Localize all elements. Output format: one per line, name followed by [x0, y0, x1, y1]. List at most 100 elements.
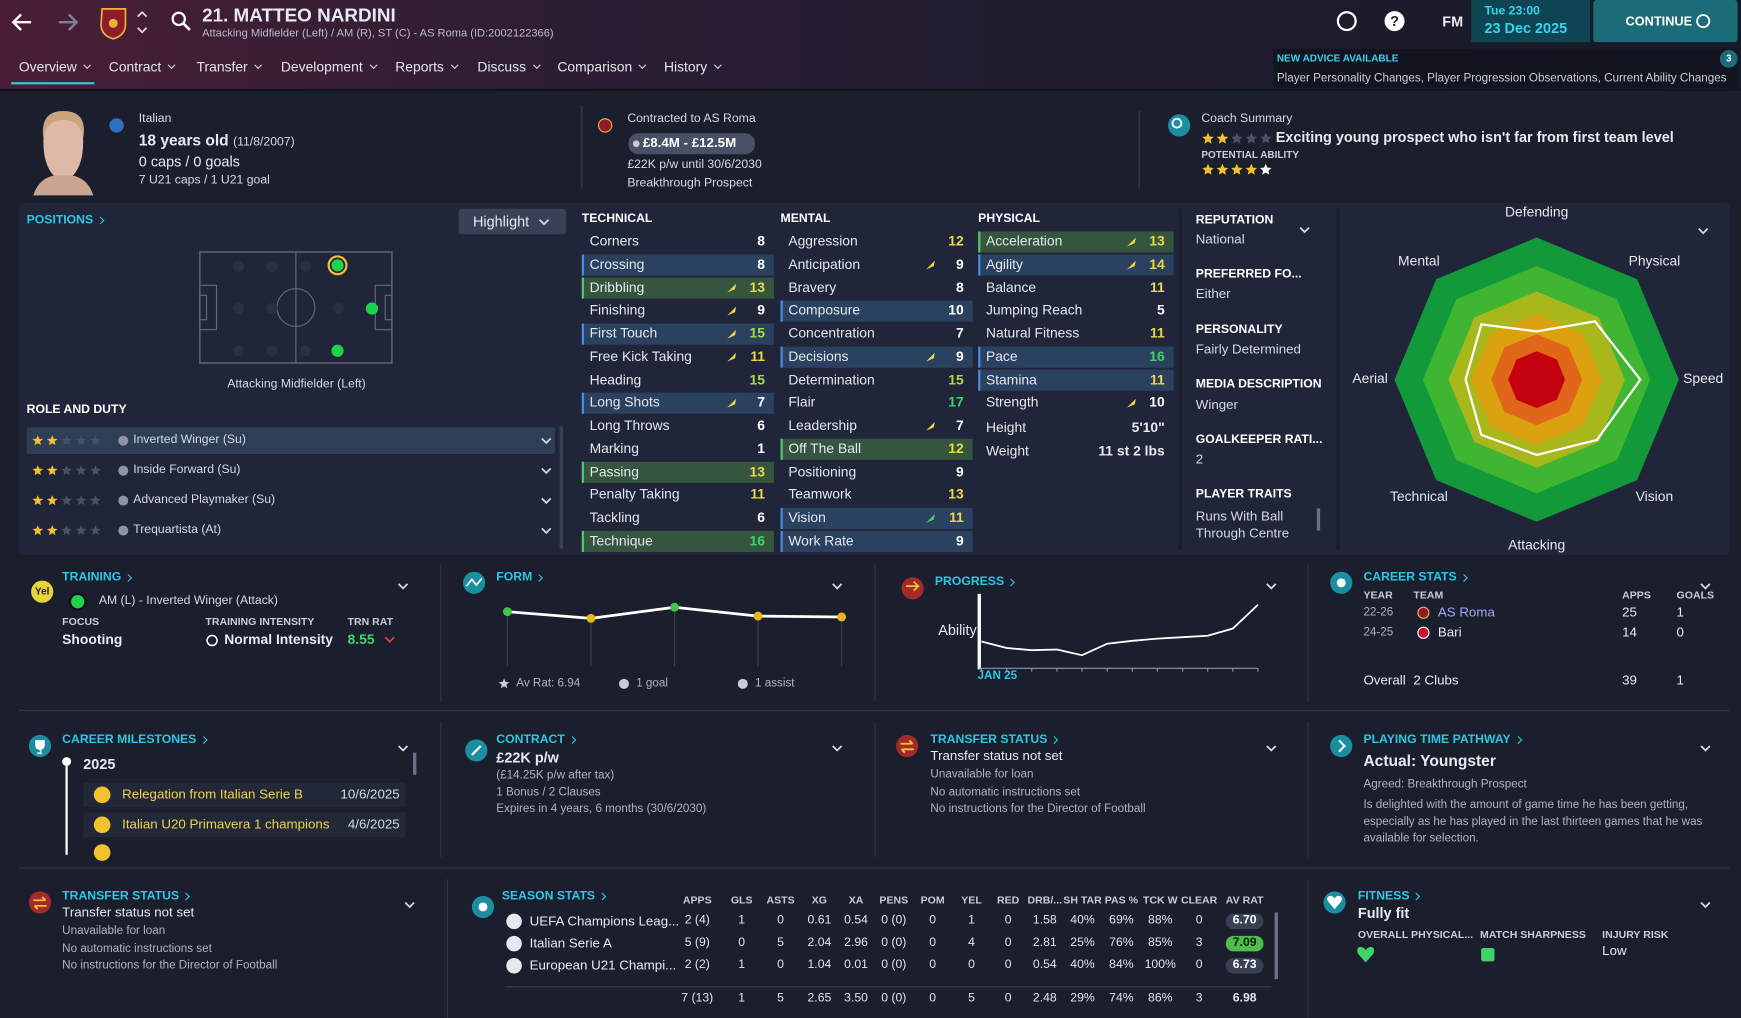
continue-label[interactable]: CONTINUE [1625, 15, 1693, 29]
progress-arrow [925, 352, 935, 362]
chevron-down [167, 61, 176, 70]
season-total-cell: 5 [777, 991, 784, 1005]
milestone-text: Relegation from Italian Serie B [122, 786, 303, 803]
section-title[interactable]: SEASON STATS [502, 889, 607, 904]
career-goals: 1 [1676, 604, 1684, 620]
nav-tab[interactable]: Reports [395, 59, 459, 76]
header-border [0, 88, 1741, 92]
dropdown-chevron [1266, 583, 1277, 590]
attribute-highlight [978, 231, 1174, 253]
info-value: Either [1195, 285, 1231, 302]
section-title[interactable]: CAREER STATS [1363, 571, 1468, 586]
section-title[interactable]: CAREER MILESTONES [62, 733, 208, 748]
role[interactable]: Advanced Playmaker (Su) [133, 493, 276, 507]
average-rating: Av Rat: 6.94 [516, 676, 581, 690]
attribute-name: Finishing [589, 302, 646, 318]
progress-arrow [1126, 398, 1136, 408]
chevron-right [199, 736, 208, 745]
competition[interactable]: European U21 Champi... [529, 957, 677, 974]
radar-band [1508, 351, 1566, 409]
info-label: GOALKEEPER RATI... [1195, 433, 1323, 447]
nav-tab[interactable]: Comparison [557, 59, 647, 76]
nav-tab[interactable]: Transfer [197, 59, 263, 76]
age-row: 18 years old (11/8/2007) [139, 131, 295, 151]
milestone-text: Italian U20 Primavera 1 champions [122, 816, 330, 833]
star [46, 495, 58, 506]
chevron-down [450, 61, 459, 70]
attribute-value: 7 [956, 325, 964, 342]
nav-tab-text: Comparison [557, 59, 633, 75]
competition[interactable]: Italian Serie A [529, 935, 612, 951]
season-total-cell: 29% [1070, 991, 1095, 1005]
dropdown-chevron [1700, 583, 1711, 590]
section-title[interactable]: PROGRESS [935, 575, 1016, 590]
chevron-right [96, 216, 105, 225]
section-title[interactable]: CONTRACT [496, 733, 576, 748]
star [1231, 163, 1243, 175]
role[interactable]: Trequartista (At) [133, 522, 222, 537]
radar-label: Attacking [1508, 537, 1566, 554]
role[interactable]: Inside Forward (Su) [133, 463, 241, 477]
attribute-value: 5 [1156, 302, 1165, 318]
season-total-cell: 2.48 [1032, 991, 1057, 1005]
nav-tab[interactable]: History [664, 59, 722, 76]
section-title[interactable]: TRANSFER STATUS [62, 889, 191, 904]
section-title[interactable]: FITNESS [1358, 889, 1421, 904]
role[interactable]: Inverted Winger (Su) [133, 433, 246, 447]
career-team[interactable]: AS Roma [1437, 604, 1495, 620]
pathway-icon [1330, 734, 1353, 758]
season-cell: 4 [968, 935, 975, 950]
info-icon [118, 465, 129, 476]
highlight-label[interactable]: Highlight [472, 212, 530, 230]
section-title-text: TRANSFER STATUS [62, 889, 180, 903]
advice-box [1273, 48, 1738, 88]
chevron-up [137, 10, 148, 18]
dropdown-chevron [541, 467, 552, 475]
section-title[interactable]: TRAINING [62, 571, 133, 586]
nav-tab[interactable]: Development [281, 59, 378, 76]
dropdown-chevron [832, 583, 843, 590]
time: Tue 23:00 [1484, 4, 1540, 18]
fm-logo[interactable]: FM [1442, 13, 1464, 30]
section-title[interactable]: PLAYING TIME PATHWAY [1363, 733, 1522, 748]
chevron-down [638, 61, 647, 70]
section-title[interactable]: FORM [496, 571, 544, 586]
progress-icon [901, 577, 924, 600]
advice-title[interactable]: NEW ADVICE AVAILABLE [1276, 52, 1399, 64]
star [46, 525, 58, 536]
section-title[interactable]: TRANSFER STATUS [930, 733, 1059, 748]
nav-tab[interactable]: Discuss [477, 59, 541, 76]
form-icon-glyph [465, 577, 483, 587]
attribute-name: Long Shots [589, 394, 660, 411]
nav-tab[interactable]: Overview [19, 59, 92, 76]
wage: £22K p/w until 30/6/2030 [627, 157, 762, 172]
attribute-value: 10 [948, 302, 964, 318]
info-icon [118, 495, 129, 506]
progress-x-label: JAN 25 [977, 668, 1018, 683]
attribute-highlight [581, 530, 774, 552]
form-point [670, 602, 679, 612]
radar-label: Vision [1635, 488, 1674, 505]
attribute-value: 9 [757, 302, 765, 318]
attribute-highlight [978, 369, 1174, 391]
star [1231, 132, 1243, 144]
section-title[interactable]: POSITIONS [27, 213, 105, 228]
season-cell: 7.09 [1232, 935, 1257, 950]
star [32, 525, 44, 536]
progress-arrow [925, 421, 935, 431]
competition[interactable]: UEFA Champions Leag... [529, 913, 680, 929]
progress-line [981, 604, 1259, 657]
attribute-name: Long Throws [589, 417, 670, 434]
nav-tab[interactable]: Contract [109, 59, 176, 76]
attribute-value: 12 [948, 233, 964, 249]
pitch-goal [384, 294, 393, 321]
chevron-down [369, 61, 378, 70]
sharpness-icon [1481, 948, 1495, 962]
info-label: PERSONALITY [1195, 323, 1283, 337]
attribute-name: Corners [589, 233, 639, 249]
season-header: SH TAR [1063, 894, 1102, 908]
scrollbar [413, 752, 417, 775]
timeline-dot [62, 757, 72, 766]
advice-text[interactable]: Player Personality Changes, Player Progr… [1276, 71, 1727, 85]
